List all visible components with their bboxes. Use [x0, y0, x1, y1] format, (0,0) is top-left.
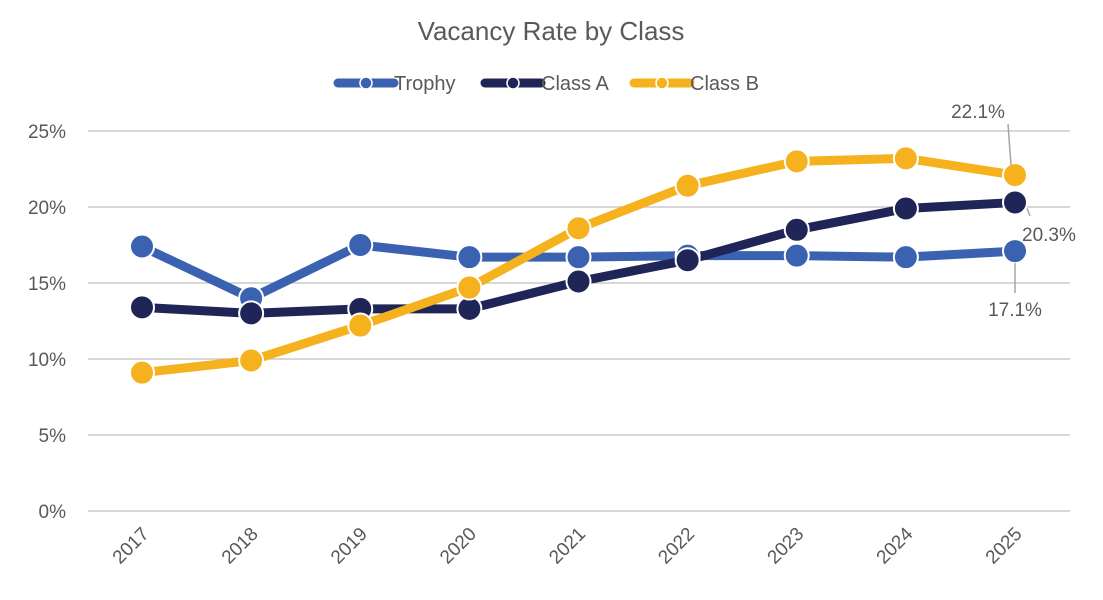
data-point-trophy — [783, 242, 810, 269]
data-point-trophy — [565, 244, 592, 271]
y-tick-label: 10% — [28, 350, 66, 371]
legend-label: Trophy — [394, 73, 456, 95]
x-tick-label: 2022 — [654, 524, 699, 569]
data-point-class-b — [565, 215, 592, 242]
x-tick-label: 2020 — [436, 524, 481, 569]
data-point-class-a — [565, 268, 592, 295]
x-tick-label: 2024 — [873, 523, 918, 568]
data-point-class-b — [892, 145, 919, 172]
x-tick-label: 2018 — [218, 524, 263, 569]
chart-title: Vacancy Rate by Class — [418, 16, 685, 46]
data-point-class-a — [674, 247, 701, 274]
data-point-trophy — [129, 233, 155, 260]
x-axis: 2017 2018 2019 2020 2021 2022 2023 2024 2025 — [109, 523, 1027, 568]
y-tick-label: 5% — [39, 426, 67, 447]
x-tick-label: 2021 — [545, 524, 590, 569]
data-label: 20.3% — [1022, 225, 1076, 246]
data-point-class-a — [783, 216, 810, 243]
y-tick-label: 15% — [28, 274, 66, 295]
x-tick-label: 2017 — [109, 524, 154, 569]
data-point-class-b — [238, 347, 265, 374]
data-point-class-b — [783, 148, 810, 175]
data-point-class-a — [129, 294, 155, 321]
data-point-class-b — [129, 359, 155, 386]
legend: Trophy Class A Class B — [333, 73, 759, 95]
legend-marker — [655, 76, 669, 90]
data-point-class-a — [892, 195, 919, 222]
y-tick-label: 25% — [28, 122, 66, 143]
legend-label: Class A — [541, 73, 609, 95]
y-axis: 0% 5% 10% 15% 20% 25% — [28, 122, 66, 523]
data-label: 17.1% — [988, 300, 1042, 321]
x-tick-label: 2023 — [764, 524, 809, 569]
annotations: 22.1% 20.3% 17.1% — [951, 102, 1076, 321]
data-point-trophy — [892, 244, 919, 271]
legend-marker — [506, 76, 520, 90]
data-point-class-b — [347, 312, 374, 339]
x-tick-label: 2025 — [982, 524, 1027, 569]
annotation-leader-line — [1026, 208, 1031, 217]
data-point-class-b — [674, 172, 701, 199]
gridlines — [88, 130, 1070, 512]
data-point-trophy — [347, 232, 374, 258]
legend-marker — [359, 76, 373, 90]
data-point-trophy — [456, 244, 483, 271]
data-point-class-b — [1002, 162, 1028, 189]
annotation-leader-line — [1007, 123, 1012, 166]
x-tick-label: 2019 — [327, 524, 372, 569]
series-group — [129, 145, 1028, 386]
data-label: 22.1% — [951, 102, 1005, 123]
y-tick-label: 20% — [28, 198, 66, 219]
data-point-class-a — [1002, 189, 1028, 216]
legend-label: Class B — [690, 73, 759, 95]
y-tick-label: 0% — [39, 502, 67, 523]
data-point-class-b — [456, 274, 483, 301]
data-point-class-a — [238, 300, 265, 327]
